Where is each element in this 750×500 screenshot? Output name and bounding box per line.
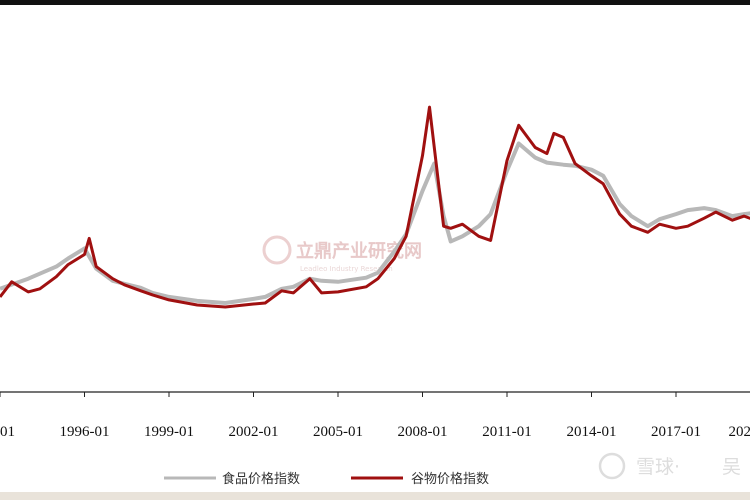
series-line-grain-price-index <box>0 105 750 309</box>
x-tick-label: 1999-01 <box>144 424 194 440</box>
series-layer <box>0 105 750 309</box>
x-tick-label: 2005-01 <box>313 424 363 440</box>
legend-label-grain-price-index: 谷物价格指数 <box>411 471 489 487</box>
bottom-strip <box>0 492 750 500</box>
footer-brand-suffix: 吴 <box>722 456 741 478</box>
x-tick-label: 01 <box>0 424 15 440</box>
watermark-logo-icon <box>262 235 292 265</box>
snowball-logo-icon <box>598 452 626 480</box>
x-tick-label: 2020 <box>729 424 750 440</box>
legend-label-food-price-index: 食品价格指数 <box>222 471 300 487</box>
top-border <box>0 0 750 5</box>
legend: 食品价格指数 谷物价格指数 <box>164 471 489 487</box>
footer-brand: 雪球· 吴 <box>598 452 741 480</box>
x-tick-label: 2008-01 <box>398 424 448 440</box>
x-tick-label: 1996-01 <box>60 424 110 440</box>
x-tick-label: 2014-01 <box>567 424 617 440</box>
x-tick-label: 2002-01 <box>229 424 279 440</box>
x-tick-label: 2017-01 <box>651 424 701 440</box>
series-line-food-price-index <box>0 141 750 305</box>
watermark-sub-text: Leadleo Industry Research <box>300 265 393 273</box>
x-tick-label: 2011-01 <box>482 424 531 440</box>
footer-brand-text: 雪球· <box>636 456 680 478</box>
x-axis-ticks: 01 1996-01 1999-01 2002-01 2005-01 2008-01 201… <box>0 392 750 440</box>
